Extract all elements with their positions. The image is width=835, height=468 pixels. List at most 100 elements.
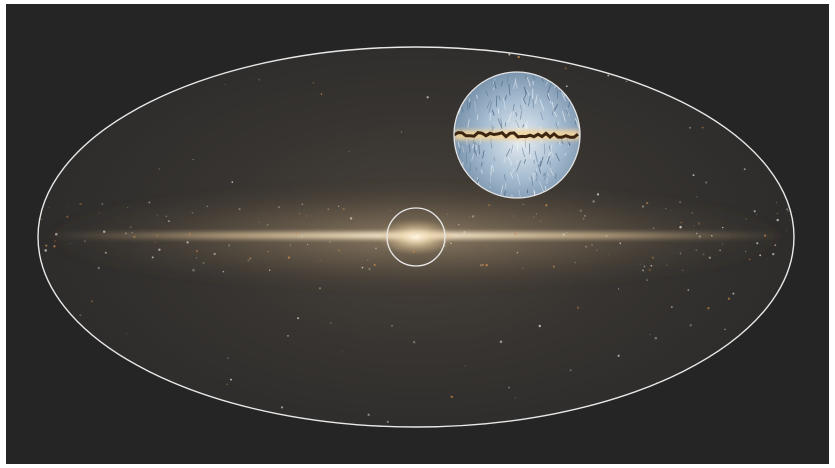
star — [471, 215, 475, 218]
star — [592, 200, 595, 203]
star — [301, 203, 304, 206]
star — [514, 397, 516, 399]
star — [55, 232, 58, 236]
inset-streak — [515, 112, 517, 117]
star — [40, 218, 43, 221]
star — [618, 288, 620, 290]
star — [213, 252, 216, 256]
star — [368, 267, 371, 271]
inset-streak — [539, 160, 541, 166]
star — [719, 249, 721, 252]
inset-streak — [565, 107, 570, 117]
star — [53, 245, 56, 248]
star — [564, 67, 567, 70]
star — [565, 85, 568, 88]
star — [705, 181, 708, 184]
star — [689, 324, 692, 327]
star — [619, 242, 622, 245]
inset-streak — [547, 92, 552, 105]
star — [468, 216, 470, 218]
star — [638, 61, 640, 63]
star — [722, 243, 724, 245]
star — [650, 264, 653, 267]
star — [516, 251, 519, 254]
star — [485, 245, 488, 247]
star — [373, 263, 376, 267]
star — [748, 386, 752, 389]
inset-streak — [474, 101, 477, 113]
inset-streak — [553, 104, 558, 113]
inset-streak — [531, 176, 534, 186]
inset-streak — [493, 80, 497, 89]
star — [104, 251, 107, 254]
star — [696, 196, 698, 198]
inset-streak — [522, 98, 527, 105]
inset-streak — [533, 159, 535, 164]
inset-streak — [515, 160, 519, 165]
star — [643, 265, 646, 268]
star — [701, 126, 704, 129]
inset-streak — [490, 165, 492, 176]
star — [278, 206, 280, 208]
inset-streak — [519, 110, 523, 120]
star — [743, 104, 746, 106]
inset-streak — [507, 112, 512, 123]
inset-streak — [480, 169, 483, 174]
inset-streak — [544, 171, 547, 181]
star — [764, 234, 767, 237]
star — [646, 279, 648, 282]
star — [692, 174, 695, 177]
star — [727, 297, 731, 300]
star — [414, 233, 417, 236]
star — [426, 229, 428, 232]
star — [652, 212, 654, 214]
star — [320, 93, 323, 95]
star — [543, 48, 546, 51]
star — [687, 289, 690, 291]
star — [776, 218, 779, 222]
star — [126, 333, 128, 335]
inset-streak — [524, 139, 527, 148]
inset-streak — [462, 145, 465, 153]
star — [299, 213, 301, 215]
star — [680, 221, 682, 224]
star — [533, 216, 535, 218]
star — [745, 218, 747, 220]
star — [412, 250, 415, 253]
star — [693, 225, 695, 227]
star — [617, 354, 620, 357]
inset-streak — [478, 144, 480, 155]
star — [66, 215, 69, 219]
star — [188, 234, 191, 236]
inset-streak — [555, 152, 560, 162]
inset-streak — [555, 173, 557, 180]
inset-streak — [497, 118, 503, 129]
star — [508, 53, 511, 56]
inset-streak — [539, 156, 544, 168]
inset-streak — [469, 102, 471, 108]
star — [450, 242, 452, 245]
star — [755, 116, 757, 118]
inset-streak — [547, 172, 550, 177]
star — [646, 202, 649, 205]
inset-streak — [515, 121, 518, 130]
inset-circle-outline — [453, 71, 581, 199]
star — [156, 234, 158, 237]
star — [301, 235, 303, 238]
inset-streak — [551, 107, 555, 116]
star — [287, 256, 291, 259]
inset-streak — [523, 159, 526, 164]
inset-streak — [488, 101, 493, 113]
star — [517, 55, 520, 59]
inset-streak — [500, 118, 503, 127]
inset-streak — [505, 148, 511, 157]
star — [679, 252, 682, 255]
star — [787, 210, 789, 212]
star — [745, 250, 747, 253]
inset-streak — [565, 109, 569, 114]
star — [367, 413, 370, 416]
inset-streak — [458, 142, 460, 148]
star — [154, 241, 156, 243]
star — [552, 265, 556, 268]
star — [51, 48, 53, 51]
